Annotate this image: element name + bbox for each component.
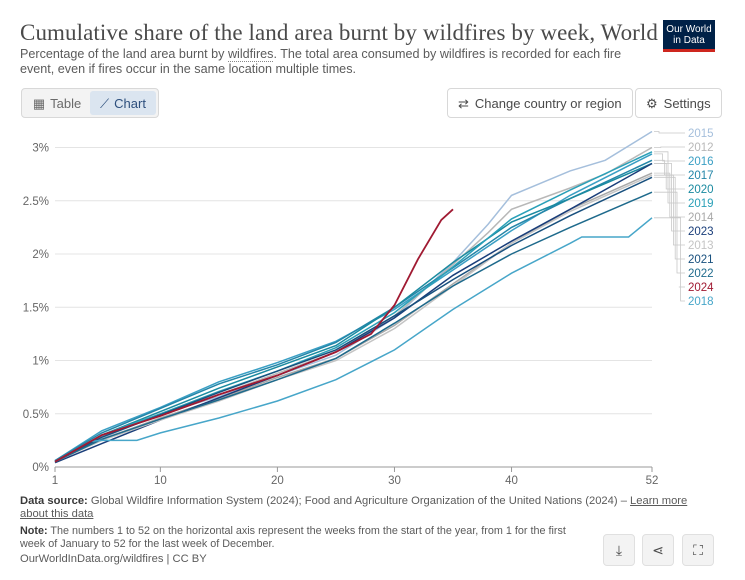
subtitle-text-start: Percentage of the land area burnt by (20, 47, 228, 61)
series-line-2022 (54, 191, 653, 463)
y-tick-label: 1% (32, 356, 49, 368)
legend-connector (654, 217, 685, 302)
series-line-2016 (54, 153, 653, 462)
legend-label-2018: 2018 (688, 296, 714, 308)
tab-chart-label: Chart (114, 95, 146, 111)
legend-connector (654, 172, 685, 218)
legend-connector (654, 174, 685, 246)
series-line-2013 (54, 174, 653, 463)
legend-connector (654, 153, 685, 162)
chart-subtitle: Percentage of the land area burnt by wil… (20, 47, 640, 77)
fullscreen-icon: ⛶ (693, 541, 703, 558)
subtitle-text-end: . The total area consumed by wildfires i… (20, 47, 622, 76)
note-label: Note: (20, 525, 48, 537)
logo-line-2: in Data (673, 35, 705, 46)
source-text: Global Wildfire Information System (2024… (90, 495, 627, 507)
legend-connector (654, 131, 685, 134)
y-tick-label: 2% (32, 249, 49, 261)
download-icon: ⤓ (615, 541, 623, 558)
logo-line-1: Our World (666, 24, 712, 35)
data-source: Data source: Global Wildfire Information… (20, 495, 710, 521)
tab-table[interactable]: ▦ Table (24, 91, 90, 115)
owid-logo[interactable]: Our World in Data (663, 20, 715, 52)
wildfires-definition-link[interactable]: wildfires (227, 47, 274, 62)
legend-label-2023: 2023 (688, 226, 714, 238)
legend-label-2016: 2016 (688, 156, 714, 168)
learn-more-link[interactable]: Learn more about this data (20, 495, 688, 520)
source-url[interactable]: OurWorldInData.org/wildfires | CC BY (20, 553, 207, 565)
settings-button[interactable]: ⚙ Settings (635, 88, 722, 118)
view-tabs: ▦ Table ⟋ Chart (21, 88, 159, 118)
swap-arrows-icon: ⇄ (458, 95, 469, 111)
settings-label: Settings (663, 95, 711, 111)
x-tick-label: 10 (154, 475, 167, 487)
legend-label-2014: 2014 (688, 212, 714, 224)
y-tick-label: 0.5% (23, 409, 49, 421)
share-icon: ⋖ (652, 541, 664, 558)
series-line-2015 (54, 130, 653, 463)
fullscreen-button[interactable]: ⛶ (682, 534, 714, 566)
x-tick-label: 20 (271, 475, 284, 487)
y-tick-label: 1.5% (23, 302, 49, 314)
legend-label-2017: 2017 (688, 170, 714, 182)
series-line-2024 (54, 208, 454, 463)
series-line-2019 (54, 151, 653, 463)
legend-label-2020: 2020 (688, 184, 714, 196)
legend-connector (654, 146, 685, 148)
chart-title: Cumulative share of the land area burnt … (20, 20, 659, 45)
change-region-button[interactable]: ⇄ Change country or region (447, 88, 633, 118)
series-line-2018 (54, 217, 653, 463)
tab-chart[interactable]: ⟋ Chart (90, 91, 156, 115)
legend-label-2015: 2015 (688, 128, 714, 140)
share-button[interactable]: ⋖ (642, 534, 674, 566)
x-tick-label: 30 (388, 475, 401, 487)
series-line-2020 (54, 162, 653, 463)
legend-label-2012: 2012 (688, 142, 714, 154)
legend-label-2022: 2022 (688, 268, 714, 280)
y-tick-label: 3% (32, 143, 49, 155)
legend-label-2021: 2021 (688, 254, 714, 266)
y-tick-label: 0% (32, 462, 49, 474)
y-tick-label: 2.5% (23, 196, 49, 208)
gear-icon: ⚙ (646, 95, 658, 111)
tab-table-label: Table (50, 95, 82, 111)
legend-connector (654, 163, 685, 232)
x-tick-label: 1 (52, 475, 58, 487)
download-button[interactable]: ⤓ (603, 534, 635, 566)
legend-label-2013: 2013 (688, 240, 714, 252)
legend-label-2024: 2024 (688, 282, 714, 294)
note-text: The numbers 1 to 52 on the horizontal ax… (20, 525, 566, 550)
table-icon: ▦ (32, 95, 46, 111)
line-chart-icon: ⟋ (100, 95, 110, 111)
x-tick-label: 52 (646, 475, 659, 487)
x-tick-label: 40 (505, 475, 518, 487)
series-line-2017 (54, 159, 653, 462)
legend-connector (654, 159, 685, 176)
legend-label-2019: 2019 (688, 198, 714, 210)
change-region-label: Change country or region (474, 95, 622, 111)
chart-note: Note: The numbers 1 to 52 on the horizon… (20, 525, 590, 551)
source-label: Data source: (20, 495, 88, 507)
